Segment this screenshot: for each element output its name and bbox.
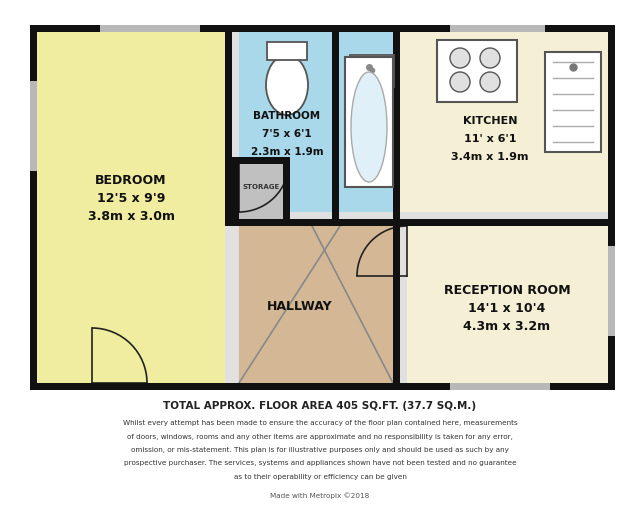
Bar — [407, 226, 608, 383]
Text: Whilst every attempt has been made to ensure the accuracy of the floor plan cont: Whilst every attempt has been made to en… — [123, 420, 517, 426]
Text: 14'1 x 10'4: 14'1 x 10'4 — [468, 303, 546, 316]
Text: 3.4m x 1.9m: 3.4m x 1.9m — [451, 152, 529, 162]
Text: STORAGE: STORAGE — [243, 184, 280, 190]
Bar — [332, 25, 339, 219]
Bar — [232, 157, 290, 164]
Bar — [30, 25, 615, 32]
Bar — [239, 25, 400, 212]
Text: Made with Metropix ©2018: Made with Metropix ©2018 — [270, 492, 370, 499]
Text: 11' x 6'1: 11' x 6'1 — [464, 134, 516, 144]
Text: as to their operability or efficiency can be given: as to their operability or efficiency ca… — [234, 474, 406, 480]
Bar — [393, 219, 615, 226]
Bar — [267, 42, 307, 60]
Bar — [393, 25, 400, 219]
Bar — [345, 57, 393, 187]
Text: 12'5 x 9'9: 12'5 x 9'9 — [97, 192, 165, 205]
Text: BEDROOM: BEDROOM — [95, 175, 167, 188]
Bar — [30, 81, 37, 171]
Bar — [225, 219, 400, 226]
Bar — [30, 383, 232, 390]
Bar — [232, 157, 239, 219]
Bar — [239, 157, 290, 219]
Bar — [437, 40, 517, 102]
Ellipse shape — [266, 55, 308, 115]
Bar — [239, 219, 393, 383]
Text: RECEPTION ROOM: RECEPTION ROOM — [444, 284, 570, 297]
Bar — [283, 157, 290, 219]
Text: prospective purchaser. The services, systems and appliances shown have not been : prospective purchaser. The services, sys… — [124, 461, 516, 466]
Text: HALLWAY: HALLWAY — [267, 300, 333, 313]
Bar — [450, 25, 545, 32]
Bar — [400, 383, 615, 390]
Text: 4.3m x 3.2m: 4.3m x 3.2m — [463, 320, 550, 333]
Bar — [545, 52, 601, 152]
Circle shape — [450, 48, 470, 68]
Text: of doors, windows, rooms and any other items are approximate and no responsibili: of doors, windows, rooms and any other i… — [127, 433, 513, 440]
Text: 2.3m x 1.9m: 2.3m x 1.9m — [251, 147, 323, 157]
Text: BATHROOM: BATHROOM — [253, 111, 321, 121]
Bar — [393, 219, 400, 390]
Circle shape — [450, 72, 470, 92]
Text: TOTAL APPROX. FLOOR AREA 405 SQ.FT. (37.7 SQ.M.): TOTAL APPROX. FLOOR AREA 405 SQ.FT. (37.… — [163, 401, 477, 411]
Bar — [450, 383, 550, 390]
Bar — [30, 25, 615, 390]
Text: KITCHEN: KITCHEN — [463, 116, 517, 126]
Bar — [608, 246, 615, 336]
Bar — [100, 25, 200, 32]
Bar — [232, 383, 400, 390]
Bar — [350, 55, 394, 87]
Circle shape — [480, 72, 500, 92]
Bar — [608, 25, 615, 390]
Text: 7'5 x 6'1: 7'5 x 6'1 — [262, 129, 312, 139]
Bar — [37, 32, 225, 383]
Bar — [30, 25, 37, 390]
Ellipse shape — [351, 72, 387, 182]
Text: 3.8m x 3.0m: 3.8m x 3.0m — [88, 210, 175, 224]
Bar — [225, 25, 232, 219]
Text: omission, or mis-statement. This plan is for illustrative purposes only and shou: omission, or mis-statement. This plan is… — [131, 447, 509, 453]
Circle shape — [480, 48, 500, 68]
Bar — [400, 25, 608, 212]
